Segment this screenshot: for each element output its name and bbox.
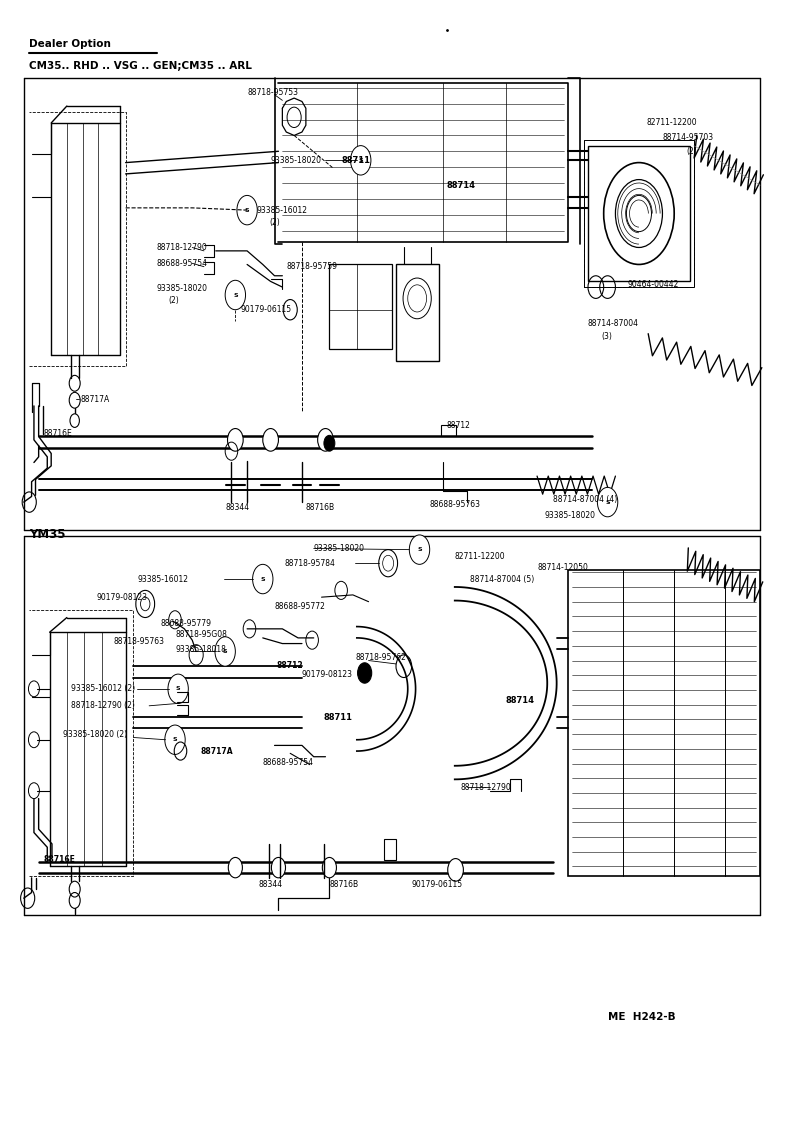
Text: 90179-06115: 90179-06115 bbox=[241, 306, 292, 315]
Text: S: S bbox=[233, 293, 238, 298]
Text: 88714: 88714 bbox=[506, 695, 535, 705]
Text: CM35.. RHD .. VSG .. GEN;CM35 .. ARL: CM35.. RHD .. VSG .. GEN;CM35 .. ARL bbox=[29, 62, 252, 72]
Text: 93385-16012 (2): 93385-16012 (2) bbox=[70, 684, 135, 693]
Text: 82711-12200: 82711-12200 bbox=[455, 552, 505, 561]
Circle shape bbox=[70, 414, 79, 428]
Text: 88688-95754: 88688-95754 bbox=[157, 259, 208, 268]
Text: 93385-18018: 93385-18018 bbox=[175, 645, 226, 653]
Text: 90179-08123: 90179-08123 bbox=[97, 593, 147, 602]
Text: 93385-18020: 93385-18020 bbox=[271, 156, 322, 165]
Text: (2): (2) bbox=[169, 296, 180, 306]
Text: ME  H242-B: ME H242-B bbox=[607, 1012, 676, 1021]
Text: S: S bbox=[417, 547, 422, 552]
Text: 88714: 88714 bbox=[447, 181, 476, 189]
Text: 88344: 88344 bbox=[258, 880, 283, 889]
Text: 88714-87004 (4): 88714-87004 (4) bbox=[553, 496, 617, 504]
Text: 88712: 88712 bbox=[447, 421, 470, 430]
Circle shape bbox=[168, 674, 188, 703]
Circle shape bbox=[324, 435, 335, 451]
Text: 88688-95772: 88688-95772 bbox=[275, 602, 326, 611]
Text: 90179-06115: 90179-06115 bbox=[412, 880, 463, 889]
Text: 88688-95754: 88688-95754 bbox=[263, 758, 314, 767]
Circle shape bbox=[227, 429, 243, 451]
Text: 88711: 88711 bbox=[324, 712, 353, 722]
Circle shape bbox=[597, 488, 618, 516]
Circle shape bbox=[225, 280, 246, 310]
Bar bbox=[441, 425, 455, 437]
Text: 88712: 88712 bbox=[277, 660, 303, 669]
Circle shape bbox=[272, 857, 285, 878]
Text: YM35: YM35 bbox=[29, 529, 66, 542]
Text: 88718-12790: 88718-12790 bbox=[460, 783, 511, 792]
Text: 88716B: 88716B bbox=[306, 503, 335, 512]
Text: 88718-95763: 88718-95763 bbox=[114, 637, 165, 645]
Text: S: S bbox=[261, 577, 265, 581]
Text: (2): (2) bbox=[269, 218, 280, 227]
Text: 93385-18020: 93385-18020 bbox=[314, 544, 364, 553]
Circle shape bbox=[215, 637, 235, 666]
Text: 88716B: 88716B bbox=[329, 880, 359, 889]
Text: 93385-18020: 93385-18020 bbox=[545, 511, 596, 520]
Text: Dealer Option: Dealer Option bbox=[29, 39, 111, 49]
Bar bbox=[584, 140, 694, 287]
Text: 93385-16012: 93385-16012 bbox=[257, 205, 307, 214]
Circle shape bbox=[263, 429, 279, 451]
Text: 88711: 88711 bbox=[341, 156, 370, 165]
Text: S: S bbox=[173, 738, 177, 742]
Bar bbox=[396, 264, 439, 360]
Text: 88714-87004: 88714-87004 bbox=[588, 319, 639, 328]
Circle shape bbox=[228, 857, 242, 878]
Text: (2): (2) bbox=[686, 147, 697, 156]
Text: 88718-95G08: 88718-95G08 bbox=[175, 630, 227, 640]
Bar bbox=[384, 839, 396, 860]
Text: (3): (3) bbox=[601, 333, 612, 341]
Text: 88718-12790 (2): 88718-12790 (2) bbox=[70, 701, 135, 710]
Text: 93385-18020: 93385-18020 bbox=[157, 284, 208, 293]
Circle shape bbox=[351, 146, 371, 176]
Circle shape bbox=[237, 195, 257, 225]
Text: 88718-95759: 88718-95759 bbox=[286, 262, 337, 271]
Text: 88717A: 88717A bbox=[81, 394, 110, 404]
Text: 88718-12790: 88718-12790 bbox=[157, 243, 208, 252]
Text: S: S bbox=[605, 499, 610, 505]
Text: 88718-95753: 88718-95753 bbox=[247, 88, 298, 97]
Circle shape bbox=[318, 429, 333, 451]
Text: 88717A: 88717A bbox=[200, 747, 233, 756]
Circle shape bbox=[253, 564, 273, 594]
Circle shape bbox=[135, 591, 154, 618]
Circle shape bbox=[322, 857, 337, 878]
Text: 88718-95784: 88718-95784 bbox=[284, 559, 336, 568]
Circle shape bbox=[447, 858, 463, 881]
Text: 88716E: 88716E bbox=[44, 429, 72, 438]
Text: 88344: 88344 bbox=[226, 503, 249, 512]
Text: S: S bbox=[359, 157, 363, 163]
Text: 93385-16012: 93385-16012 bbox=[137, 575, 188, 584]
Text: 82711-12200: 82711-12200 bbox=[647, 119, 698, 128]
Text: S: S bbox=[223, 649, 227, 654]
Text: 88716E: 88716E bbox=[44, 855, 75, 864]
Text: 88718-95762: 88718-95762 bbox=[356, 652, 406, 661]
Text: 90179-08123: 90179-08123 bbox=[302, 669, 353, 678]
Text: 88688-95763: 88688-95763 bbox=[429, 499, 480, 508]
Text: 90464-00442: 90464-00442 bbox=[627, 280, 679, 290]
Text: 88714-12050: 88714-12050 bbox=[537, 563, 588, 572]
Bar bbox=[569, 570, 760, 876]
Text: S: S bbox=[176, 686, 181, 691]
Circle shape bbox=[165, 725, 185, 755]
Text: S: S bbox=[245, 207, 249, 213]
Bar bbox=[588, 146, 690, 282]
Text: 93385-18020 (2): 93385-18020 (2) bbox=[63, 730, 127, 739]
Circle shape bbox=[409, 535, 430, 564]
Bar bbox=[329, 264, 392, 349]
Text: 88714-87004 (5): 88714-87004 (5) bbox=[470, 575, 535, 584]
Circle shape bbox=[358, 662, 371, 683]
Text: 88688-95779: 88688-95779 bbox=[161, 619, 212, 628]
Text: 88714-95703: 88714-95703 bbox=[662, 133, 714, 142]
